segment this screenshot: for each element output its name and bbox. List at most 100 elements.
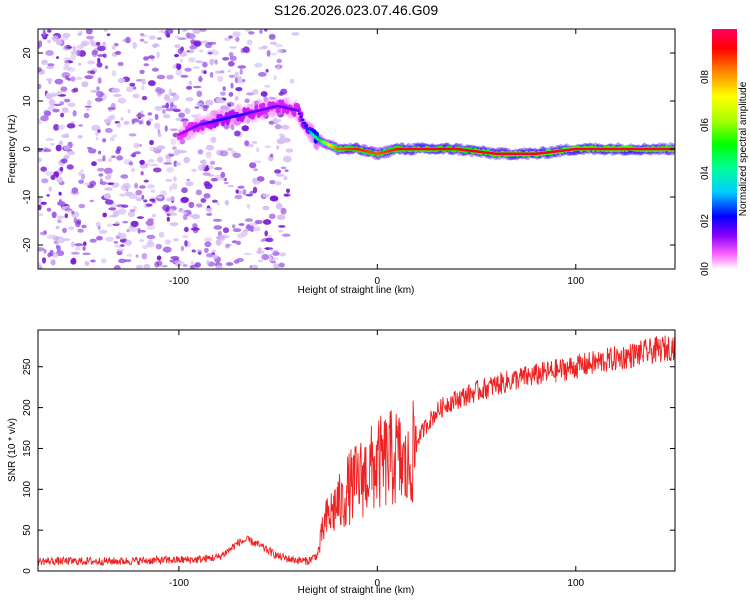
noise-blob bbox=[85, 29, 93, 35]
noise-blob bbox=[182, 235, 189, 239]
noise-blob bbox=[66, 123, 76, 129]
noise-blob bbox=[169, 259, 174, 263]
noise-blob bbox=[178, 112, 186, 118]
noise-blob bbox=[147, 55, 155, 59]
noise-blob bbox=[204, 237, 213, 242]
noise-blob bbox=[104, 167, 113, 175]
noise-blob bbox=[279, 252, 287, 257]
noise-blob bbox=[130, 167, 136, 173]
noise-blob bbox=[59, 166, 64, 172]
noise-blob bbox=[211, 249, 216, 253]
noise-blob bbox=[242, 189, 247, 196]
noise-blob bbox=[129, 82, 136, 87]
noise-blob bbox=[169, 185, 173, 192]
noise-blob bbox=[137, 216, 144, 219]
noise-blob bbox=[274, 124, 282, 130]
noise-blob bbox=[215, 265, 223, 269]
noise-blob bbox=[76, 32, 83, 36]
noise-blob bbox=[162, 265, 168, 268]
noise-blob bbox=[67, 67, 76, 72]
noise-blob bbox=[233, 119, 242, 126]
ridge-band bbox=[200, 124, 205, 131]
noise-blob bbox=[154, 122, 161, 130]
noise-blob bbox=[180, 196, 189, 203]
noise-blob bbox=[269, 213, 276, 220]
ridge-band bbox=[276, 106, 281, 113]
noise-blob bbox=[264, 247, 274, 250]
noise-blob bbox=[53, 237, 63, 240]
noise-blob bbox=[206, 260, 210, 265]
noise-blob bbox=[90, 89, 99, 93]
noise-blob bbox=[52, 108, 60, 113]
noise-blob bbox=[74, 246, 81, 251]
noise-blob bbox=[220, 109, 227, 113]
noise-blob bbox=[51, 211, 57, 219]
noise-blob bbox=[180, 74, 189, 78]
noise-blob bbox=[260, 239, 266, 242]
noise-blob bbox=[239, 190, 243, 195]
noise-blob bbox=[135, 189, 143, 196]
noise-blob bbox=[196, 203, 203, 208]
ridge-core bbox=[300, 118, 305, 122]
y-tick-label: 150 bbox=[22, 440, 33, 457]
noise-blob bbox=[148, 147, 158, 152]
noise-blob bbox=[50, 143, 55, 146]
noise-blob bbox=[210, 177, 218, 182]
noise-blob bbox=[229, 46, 237, 49]
ridge-core bbox=[296, 109, 300, 112]
noise-blob bbox=[48, 99, 56, 106]
noise-blob bbox=[73, 87, 79, 93]
noise-blob bbox=[262, 193, 270, 197]
noise-blob bbox=[235, 257, 244, 263]
noise-blob bbox=[45, 170, 54, 177]
noise-blob bbox=[131, 119, 135, 125]
noise-blob bbox=[252, 180, 261, 185]
noise-blob bbox=[222, 227, 230, 234]
noise-blob bbox=[128, 133, 137, 137]
noise-blob bbox=[227, 103, 232, 107]
noise-blob bbox=[219, 150, 229, 157]
ridge-core bbox=[299, 115, 303, 118]
x-tick-label: 0 bbox=[375, 578, 381, 589]
noise-blob bbox=[232, 152, 241, 159]
noise-blob bbox=[278, 225, 286, 228]
noise-blob bbox=[50, 259, 56, 266]
ridge-core bbox=[305, 127, 310, 131]
noise-blob bbox=[56, 240, 65, 243]
noise-blob bbox=[56, 90, 62, 96]
noise-blob bbox=[160, 190, 167, 197]
noise-blob bbox=[147, 112, 153, 116]
noise-blob bbox=[269, 180, 276, 185]
noise-blob bbox=[109, 114, 116, 120]
noise-blob bbox=[81, 173, 86, 180]
y-tick-label: 0 bbox=[22, 568, 33, 574]
noise-blob bbox=[264, 230, 269, 237]
noise-blob bbox=[133, 205, 137, 211]
noise-blob bbox=[270, 249, 279, 252]
noise-blob bbox=[116, 122, 122, 128]
noise-blob bbox=[168, 153, 175, 157]
noise-blob bbox=[210, 110, 219, 117]
y-tick-label: -10 bbox=[22, 189, 33, 204]
noise-blob bbox=[269, 41, 277, 45]
noise-blob bbox=[122, 220, 129, 224]
noise-blob bbox=[211, 50, 220, 56]
noise-blob bbox=[227, 69, 232, 73]
noise-blob bbox=[136, 113, 145, 118]
noise-blob bbox=[84, 75, 94, 80]
noise-blob bbox=[149, 198, 156, 202]
ridge-core bbox=[304, 124, 308, 128]
noise-blob bbox=[193, 85, 202, 89]
noise-blob bbox=[205, 144, 215, 151]
noise-blob bbox=[242, 46, 250, 53]
noise-blob bbox=[166, 159, 172, 163]
noise-blob bbox=[103, 29, 108, 32]
noise-blob bbox=[72, 45, 77, 52]
noise-blob bbox=[194, 106, 200, 109]
ridge-core bbox=[302, 121, 307, 125]
noise-blob bbox=[279, 133, 284, 138]
noise-blob bbox=[206, 212, 213, 216]
noise-blob bbox=[289, 78, 295, 84]
y-tick-label: 250 bbox=[22, 358, 33, 375]
